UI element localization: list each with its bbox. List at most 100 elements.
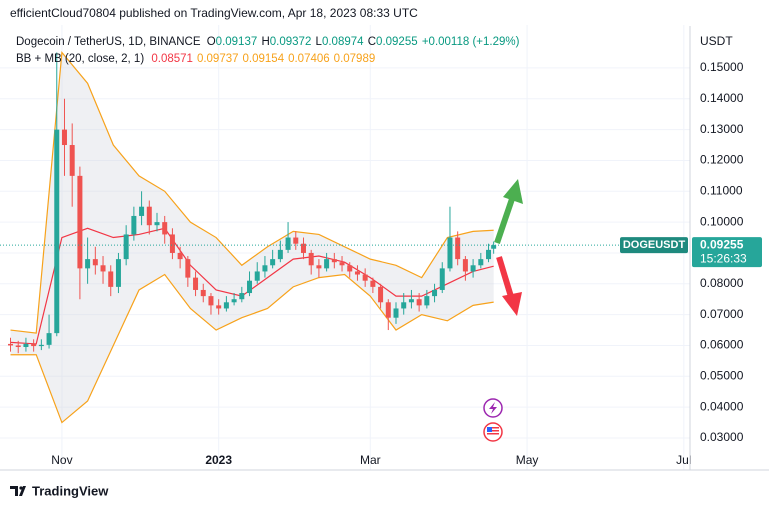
x-tick-label: May bbox=[516, 453, 539, 467]
bb-legend-value: 0.08571 bbox=[151, 53, 193, 65]
candle-body bbox=[146, 206, 152, 226]
symbol-title: Dogecoin / TetherUS, 1D, BINANCE bbox=[16, 36, 201, 48]
bb-legend-value: 0.09154 bbox=[243, 53, 285, 65]
bb-legend-value: 0.07406 bbox=[288, 53, 330, 65]
band-basis bbox=[10, 227, 494, 345]
candle-body bbox=[285, 237, 291, 250]
candle-body bbox=[85, 259, 91, 269]
legend-bb: BB + MB (20, close, 2, 1) 0.08571 0.09737… bbox=[16, 53, 375, 65]
event-icons bbox=[483, 398, 503, 442]
y-tick-label: 0.11000 bbox=[700, 183, 743, 197]
price-tag bbox=[692, 237, 762, 268]
candle-body bbox=[416, 299, 422, 306]
candle-body bbox=[100, 265, 106, 272]
y-tick-label: 0.07000 bbox=[700, 307, 744, 321]
y-tick-label: 0.04000 bbox=[700, 399, 744, 413]
candle-body bbox=[262, 265, 268, 272]
candle-body bbox=[61, 129, 67, 146]
price-tag-value: 0.09255 bbox=[700, 237, 744, 251]
candle-body bbox=[31, 343, 37, 347]
y-tick-label: 0.12000 bbox=[700, 153, 744, 167]
candle-body bbox=[347, 265, 353, 272]
candle-body bbox=[216, 305, 222, 309]
y-tick-label: 0.15000 bbox=[700, 60, 744, 74]
candle-body bbox=[270, 259, 276, 266]
candle-body bbox=[69, 145, 75, 176]
candle-body bbox=[408, 299, 414, 303]
candle-body bbox=[239, 293, 245, 300]
candle-body bbox=[169, 234, 175, 253]
y-tick-label: 0.08000 bbox=[700, 276, 744, 290]
candle-body bbox=[154, 222, 160, 226]
bb-legend-value: 0.09737 bbox=[197, 53, 239, 65]
candle-body bbox=[115, 259, 121, 287]
legend-letter: C bbox=[368, 36, 376, 48]
candle-body bbox=[308, 252, 314, 266]
candle-body bbox=[470, 265, 476, 272]
x-tick-label: Jul bbox=[676, 453, 691, 467]
footer-brand: TradingView bbox=[32, 483, 109, 498]
legend-ohlc: Dogecoin / TetherUS, 1D, BINANCE O0.0913… bbox=[16, 36, 520, 48]
candle-body bbox=[193, 277, 199, 290]
candle-body bbox=[8, 343, 14, 346]
candle-body bbox=[247, 280, 253, 294]
candle-body bbox=[277, 249, 283, 260]
candle-body bbox=[231, 299, 237, 303]
candle-body bbox=[293, 237, 299, 244]
candle-body bbox=[339, 262, 345, 266]
candle-body bbox=[432, 289, 438, 297]
candle-body bbox=[478, 259, 484, 266]
legend-letter: H bbox=[261, 36, 269, 48]
publisher-header: efficientCloud70804 published on Trading… bbox=[10, 6, 418, 20]
symbol-tag bbox=[620, 237, 688, 254]
legend-value: 0.08974 bbox=[322, 36, 364, 48]
y-axis-unit: USDT bbox=[700, 34, 733, 48]
candle-body bbox=[362, 274, 368, 281]
candle-body bbox=[123, 234, 129, 260]
candle-body bbox=[162, 222, 168, 235]
x-tick-label: Nov bbox=[51, 453, 72, 467]
plot-layer: Nov 2023 Mar May Jul 0.03000 0.04000 0.05000 0.0… bbox=[0, 25, 769, 471]
candle-body bbox=[324, 259, 330, 269]
up-arrow bbox=[494, 179, 523, 244]
candle-body bbox=[46, 333, 52, 345]
candle-body bbox=[38, 344, 44, 347]
candle-body bbox=[23, 343, 29, 348]
down-arrow bbox=[496, 256, 522, 316]
candle-body bbox=[300, 243, 306, 253]
price-tag-countdown: 15:26:33 bbox=[700, 251, 747, 265]
candle-body bbox=[131, 215, 137, 235]
candle-body bbox=[370, 280, 376, 287]
band-upper bbox=[10, 51, 494, 334]
candle-body bbox=[331, 259, 337, 263]
candle-body bbox=[139, 206, 145, 216]
candle-body bbox=[385, 302, 391, 318]
candle-body bbox=[254, 271, 260, 281]
y-tick-label: 0.14000 bbox=[700, 91, 744, 105]
y-tick-label: 0.13000 bbox=[700, 122, 744, 136]
candle-body bbox=[185, 259, 191, 278]
symbol-tag-label: DOGEUSDT bbox=[623, 239, 686, 251]
y-tick-label: 0.05000 bbox=[700, 368, 744, 382]
band-lower bbox=[10, 273, 494, 424]
x-tick-label: Mar bbox=[360, 453, 381, 467]
candle-body bbox=[200, 289, 206, 297]
footer-logo bbox=[10, 486, 26, 496]
x-tick-label: 2023 bbox=[205, 453, 232, 467]
candle-body bbox=[486, 249, 492, 260]
candle-body bbox=[15, 345, 21, 348]
candle-body bbox=[316, 265, 322, 269]
candle-body bbox=[92, 259, 98, 266]
candle-body bbox=[177, 252, 183, 260]
candle-body bbox=[393, 308, 399, 318]
legend-value: 0.09372 bbox=[270, 36, 312, 48]
candle-body bbox=[491, 245, 497, 249]
candle-body bbox=[439, 268, 445, 290]
candle-body bbox=[208, 296, 214, 306]
legend-letter: O bbox=[207, 36, 216, 48]
bb-label: BB + MB (20, close, 2, 1) bbox=[16, 53, 144, 65]
candle-body bbox=[77, 175, 83, 269]
candle-body bbox=[462, 259, 468, 272]
candle-body bbox=[447, 237, 453, 269]
